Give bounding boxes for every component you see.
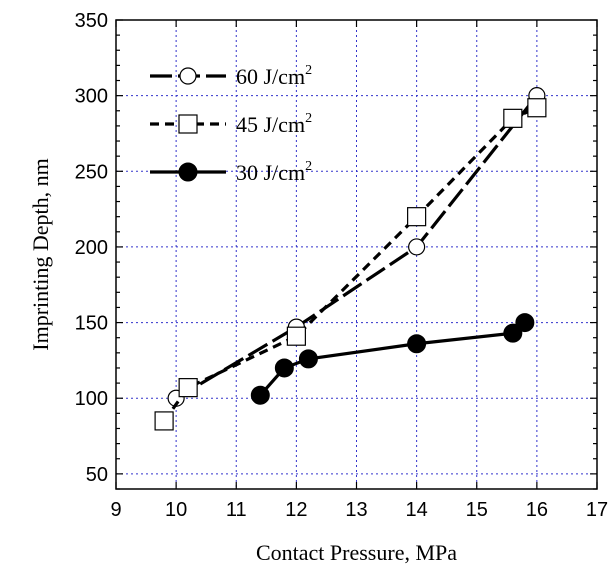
y-tick-label: 350 [75, 10, 108, 32]
x-tick-label: 17 [586, 499, 608, 521]
x-tick-label: 9 [110, 499, 121, 521]
legend-label-superscript: 2 [305, 159, 312, 174]
y-tick-label: 100 [75, 388, 108, 410]
y-tick-label: 150 [75, 313, 108, 335]
grid-lines [116, 20, 597, 489]
x-tick-label: 10 [165, 499, 187, 521]
legend-label: 30 J/cm2 [236, 159, 312, 185]
x-tick-label: 15 [466, 499, 488, 521]
legend-item: 60 J/cm2 [150, 63, 312, 89]
y-axis-label: Imprinting Depth, nm [28, 158, 53, 350]
data-point [527, 98, 547, 118]
data-point [178, 378, 198, 398]
series-2 [154, 98, 547, 431]
legend-item: 30 J/cm2 [150, 159, 312, 185]
legend-label-superscript: 2 [305, 63, 312, 78]
data-point [274, 358, 294, 378]
x-tick-label: 14 [406, 499, 428, 521]
data-point [407, 334, 427, 354]
y-tick-label: 250 [75, 161, 108, 183]
legend: 60 J/cm2 45 J/cm2 30 J/cm2 [150, 63, 312, 185]
data-point [407, 207, 427, 227]
y-tick-label: 50 [86, 464, 108, 486]
x-tick-label: 12 [285, 499, 307, 521]
legend-marker [178, 114, 198, 134]
data-point [286, 326, 306, 346]
data-point [154, 411, 174, 431]
legend-label: 45 J/cm2 [236, 111, 312, 137]
legend-label-superscript: 2 [305, 111, 312, 126]
legend-marker [179, 67, 197, 85]
series-line [175, 94, 539, 400]
x-axis-label: Contact Pressure, MPa [256, 540, 457, 565]
legend-label: 60 J/cm2 [236, 63, 312, 89]
x-tick-label: 16 [526, 499, 548, 521]
y-tick-label: 200 [75, 237, 108, 259]
data-point [503, 108, 523, 128]
legend-marker [178, 162, 198, 182]
x-tick-label: 11 [226, 499, 247, 521]
axis-ticks: 9 10 11 12 13 14 15 16 17 50 100 150 200 250 300 350 [75, 10, 609, 521]
y-tick-label: 300 [75, 86, 108, 108]
data-point [250, 385, 270, 405]
x-tick-label: 13 [345, 499, 367, 521]
legend-item: 45 J/cm2 [150, 111, 312, 137]
data-point [515, 313, 535, 333]
series-layer [154, 87, 547, 431]
series-line [162, 106, 538, 422]
data-point [408, 238, 426, 256]
series-3 [250, 313, 535, 405]
data-point [298, 349, 318, 369]
data-point [503, 323, 523, 343]
